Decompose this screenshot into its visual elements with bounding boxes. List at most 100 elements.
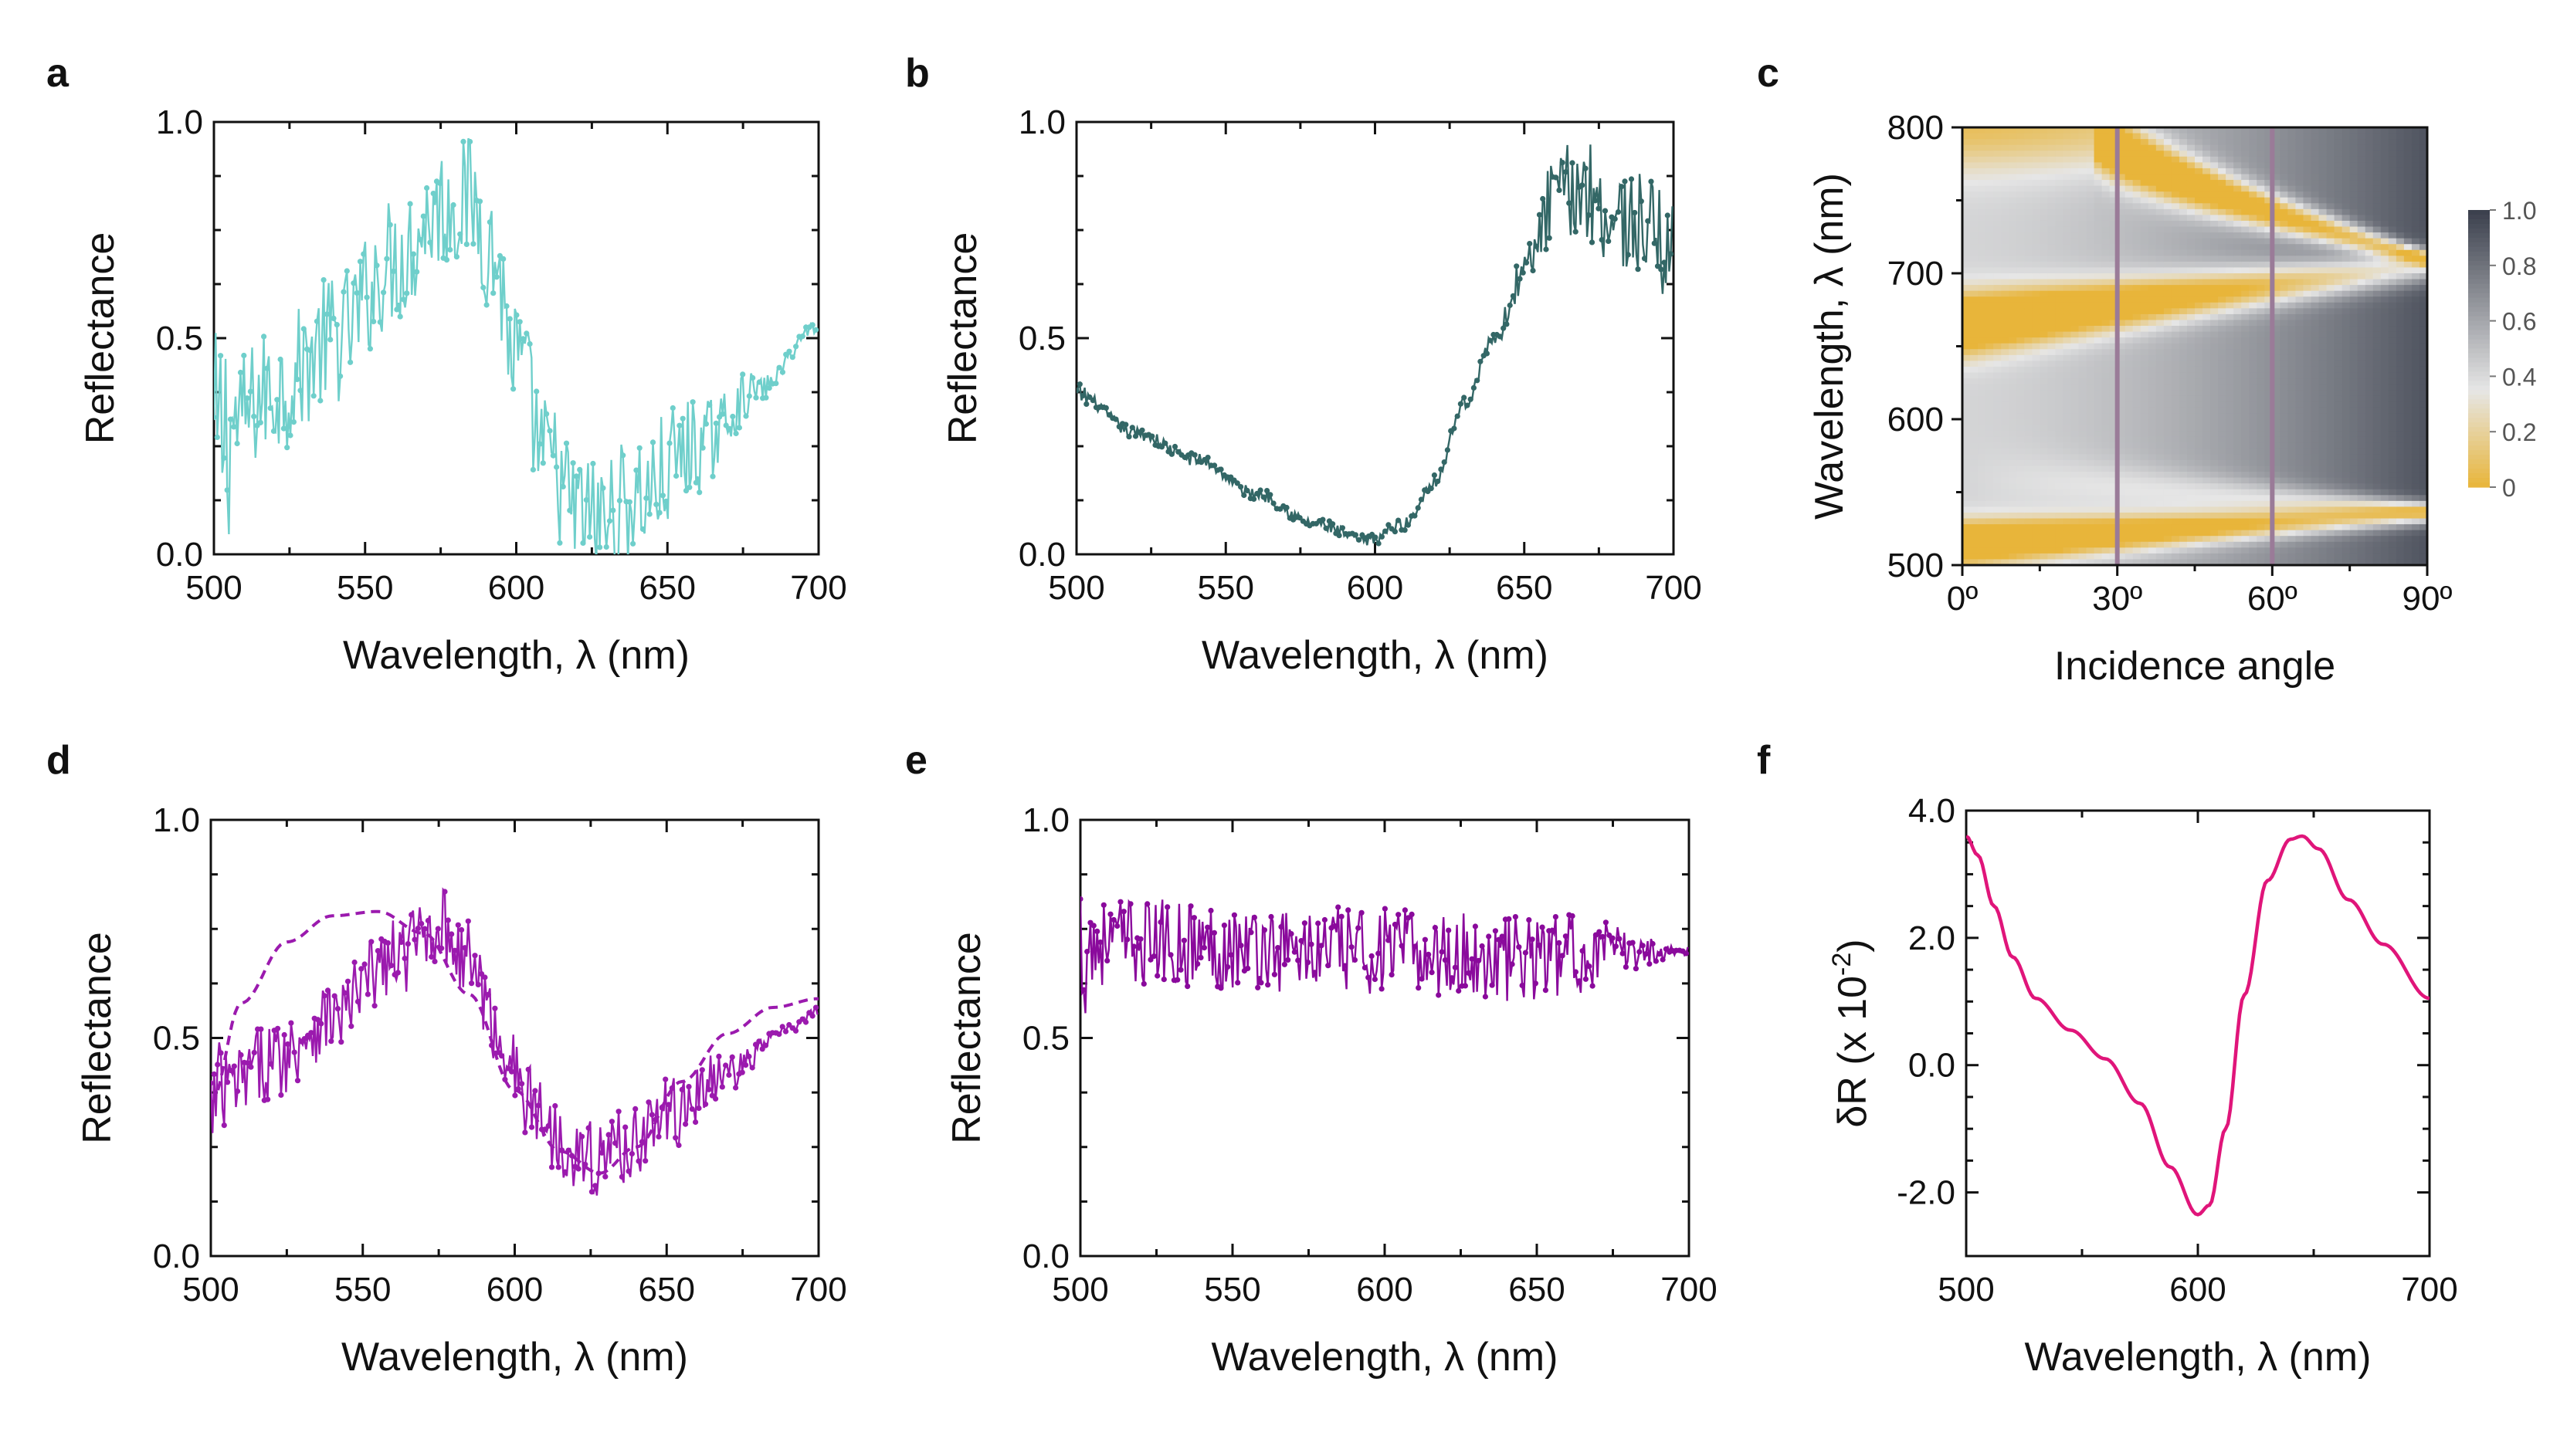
heatmap-cell (2032, 267, 2041, 274)
heatmap-cell (2024, 506, 2033, 513)
heatmap-cell (2280, 530, 2289, 537)
data-point (733, 430, 739, 437)
heatmap-cell (2155, 372, 2165, 379)
heatmap-cell (2063, 249, 2072, 257)
heatmap-cell (2132, 133, 2141, 140)
heatmap-cell (2001, 279, 2009, 286)
heatmap-cell (2155, 261, 2165, 269)
heatmap-cell (2040, 349, 2049, 356)
heatmap-cell (2148, 448, 2157, 455)
heatmap-cell (2403, 483, 2413, 490)
heatmap-cell (2326, 442, 2335, 449)
heatmap-cell (2341, 249, 2351, 257)
heatmap-cell (2233, 541, 2242, 549)
heatmap-cell (2086, 472, 2095, 479)
heatmap-cell (2195, 290, 2203, 298)
heatmap-cell (2078, 454, 2087, 461)
heatmap-cell (2341, 442, 2351, 449)
heatmap-cell (2257, 144, 2266, 152)
heatmap-cell (2063, 361, 2072, 367)
heatmap-cell (2326, 191, 2335, 198)
data-point (1566, 200, 1572, 206)
data-point (1385, 522, 1392, 528)
heatmap-cell (1985, 267, 1994, 274)
heatmap-cell (2326, 466, 2335, 472)
heatmap-cell (2024, 354, 2033, 362)
heatmap-cell (2001, 203, 2009, 210)
heatmap-cell (2318, 547, 2328, 554)
heatmap-cell (2419, 162, 2427, 169)
heatmap-cell (2055, 500, 2064, 508)
heatmap-cell (2411, 174, 2420, 181)
data-point (550, 452, 556, 459)
heatmap-cell (2155, 267, 2165, 274)
heatmap-cell (1970, 495, 1979, 502)
heatmap-cell (2334, 512, 2343, 520)
data-point (1270, 500, 1277, 506)
heatmap-cell (2295, 127, 2304, 134)
heatmap-cell (1985, 395, 1994, 403)
data-point (214, 434, 220, 441)
heatmap-cell (2411, 436, 2420, 444)
heatmap-cell (2024, 249, 2033, 257)
heatmap-cell (1993, 361, 2002, 367)
heatmap-cell (2218, 506, 2226, 513)
heatmap-cell (2195, 448, 2203, 455)
heatmap-cell (2218, 133, 2226, 140)
heatmap-cell (2202, 273, 2211, 280)
heatmap-cell (2094, 232, 2103, 239)
data-point (570, 460, 576, 466)
heatmap-cell (2272, 279, 2281, 286)
heatmap-cell (1978, 144, 1986, 152)
heatmap-cell (2047, 512, 2057, 520)
heatmap-cell (2349, 226, 2358, 233)
heatmap-cell (2233, 320, 2242, 327)
heatmap-cell (2341, 407, 2351, 415)
heatmap-cell (2155, 425, 2165, 432)
heatmap-cell (2210, 536, 2219, 543)
heatmap-cell (1993, 419, 2002, 426)
heatmap-cell (2349, 313, 2358, 321)
heatmap-cell (2365, 541, 2374, 549)
heatmap-cell (2163, 500, 2172, 508)
heatmap-cell (2186, 436, 2196, 444)
heatmap-cell (2001, 547, 2009, 554)
heatmap-cell (2171, 156, 2180, 164)
data-point (1336, 533, 1342, 539)
heatmap-cell (1962, 553, 1971, 560)
heatmap-cell (2295, 144, 2304, 152)
heatmap-cell (2016, 472, 2026, 479)
data-point (660, 493, 666, 499)
heatmap-cell (2195, 483, 2203, 490)
heatmap-cell (2055, 395, 2064, 403)
heatmap-cell (2101, 361, 2111, 367)
data-point (430, 191, 436, 197)
heatmap-cell (2124, 174, 2134, 181)
heatmap-cell (2016, 133, 2026, 140)
heatmap-cell (2140, 326, 2149, 333)
heatmap-cell (2032, 320, 2041, 327)
heatmap-cell (2341, 413, 2351, 420)
heatmap-cell (2210, 273, 2219, 280)
heatmap-cell (2287, 419, 2297, 426)
heatmap-cell (2163, 290, 2172, 298)
heatmap-cell (2202, 436, 2211, 444)
heatmap-cell (2403, 133, 2413, 140)
heatmap-cell (2303, 366, 2312, 374)
heatmap-cell (2303, 326, 2312, 333)
heatmap-cell (2094, 530, 2103, 537)
heatmap-cell (2186, 331, 2196, 338)
heatmap-cell (2195, 559, 2203, 565)
heatmap-cell (1978, 331, 1986, 338)
heatmap-cell (2365, 506, 2374, 513)
heatmap-cell (2326, 500, 2335, 508)
heatmap-cell (2148, 331, 2157, 338)
heatmap-cell (2202, 244, 2211, 251)
heatmap-cell (2365, 378, 2374, 385)
heatmap-cell (2148, 366, 2157, 374)
heatmap-cell (2171, 191, 2180, 198)
heatmap-cell (2171, 361, 2180, 367)
heatmap-cell (2024, 197, 2033, 205)
heatmap-cell (2272, 203, 2281, 210)
heatmap-cell (2372, 442, 2382, 449)
